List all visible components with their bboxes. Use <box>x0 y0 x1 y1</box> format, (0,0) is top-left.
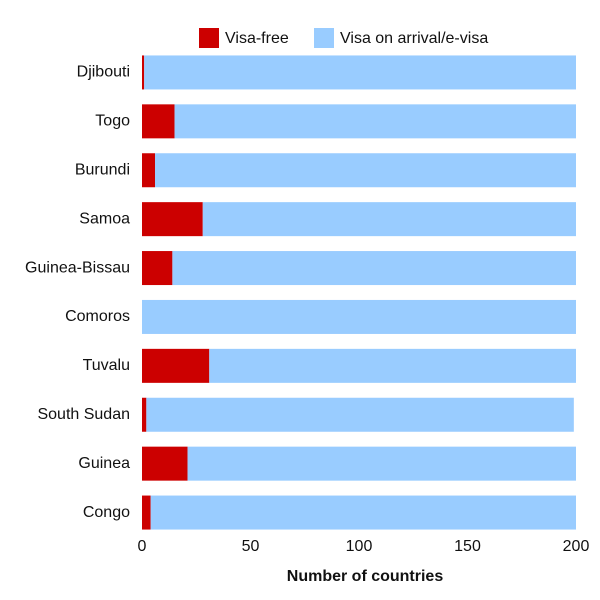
bar-segment <box>142 299 576 334</box>
legend-label: Visa on arrival/e-visa <box>340 30 488 47</box>
legend-swatch <box>314 28 334 48</box>
y-tick-label: South Sudan <box>37 406 130 423</box>
bar-segment <box>155 153 576 188</box>
bar-segment <box>142 55 145 90</box>
bar-segment <box>187 446 576 481</box>
y-tick-label: Burundi <box>75 161 130 178</box>
y-tick-label: Togo <box>95 113 130 130</box>
legend-label: Visa-free <box>225 30 289 47</box>
x-tick-label: 150 <box>454 538 481 555</box>
bar-segment <box>174 104 577 139</box>
x-tick-label: 50 <box>242 538 260 555</box>
y-tick-label: Congo <box>83 504 130 521</box>
bar-segment <box>144 55 577 90</box>
x-axis-label: Number of countries <box>287 568 444 585</box>
bar-segment <box>150 495 576 530</box>
y-tick-label: Comoros <box>65 308 130 325</box>
bar-segment <box>209 348 576 383</box>
y-tick-label: Djibouti <box>77 64 130 81</box>
y-tick-label: Guinea-Bissau <box>25 259 130 276</box>
bar-segment <box>142 202 203 237</box>
y-tick-label: Guinea <box>78 455 130 472</box>
x-tick-label: 200 <box>563 538 590 555</box>
bar-segment <box>142 495 151 530</box>
bar-segment <box>146 397 574 432</box>
bar-segment <box>142 251 173 286</box>
x-tick-label: 0 <box>138 538 147 555</box>
x-tick-label: 100 <box>346 538 373 555</box>
bar-segment <box>142 104 175 139</box>
y-tick-label: Samoa <box>79 210 130 227</box>
legend-swatch <box>199 28 219 48</box>
bar-segment <box>142 348 210 383</box>
bar-segment <box>172 251 576 286</box>
y-tick-label: Tuvalu <box>83 357 130 374</box>
bar-segment <box>202 202 576 237</box>
bar-segment <box>142 153 156 188</box>
bar-segment <box>142 446 188 481</box>
bar-segment <box>142 397 147 432</box>
